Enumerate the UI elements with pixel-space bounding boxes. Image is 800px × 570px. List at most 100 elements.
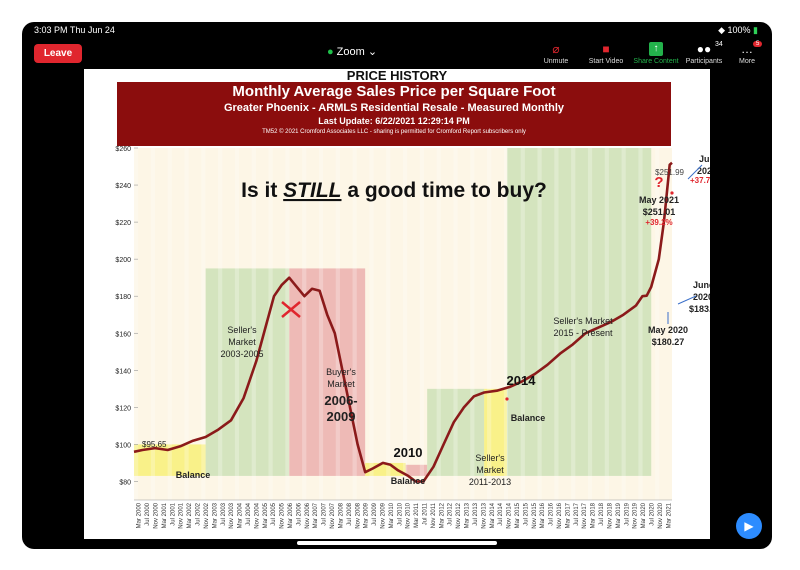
- x-tick-label: Mar 2020: [641, 502, 647, 528]
- may-2021-label: May 2021 $251.01 +39.2%: [639, 195, 679, 227]
- leave-button[interactable]: Leave: [34, 44, 82, 63]
- june-2020-label: June 2020 $183.06: [689, 280, 710, 314]
- svg-text:2021: 2021: [697, 166, 710, 176]
- x-tick-label: Mar 2016: [540, 502, 546, 528]
- x-tick-label: Jul 2019: [624, 502, 630, 525]
- x-tick-label: Jul 2001: [170, 502, 176, 525]
- x-tick-label: Nov 2000: [154, 502, 160, 528]
- x-tick-label: Jul 2007: [322, 502, 328, 525]
- battery-percent: 100%: [727, 25, 751, 35]
- sellers-2015-label: Seller's Market 2015 - Present: [553, 316, 613, 338]
- x-tick-label: Nov 2008: [355, 502, 361, 528]
- month-stripe: [655, 148, 660, 500]
- month-stripe: [453, 148, 458, 500]
- month-stripe: [503, 148, 509, 500]
- highlight-dot: [505, 397, 509, 401]
- meeting-toolbar: Leave ● Zoom ⌄ ⌀ Unmute ■ Start Video ↑ …: [22, 38, 772, 86]
- month-stripe: [537, 148, 542, 500]
- price-chart: $80$100$120$140$160$180$200$220$240$260 …: [115, 146, 710, 529]
- svg-text:Seller's Market: Seller's Market: [553, 316, 613, 326]
- status-time: 3:03 PM Thu Jun 24: [34, 25, 115, 35]
- more-label: More: [739, 58, 755, 65]
- participants-button[interactable]: ●● 34 Participants: [676, 41, 732, 65]
- status-battery: ◆ 100% ▮: [718, 25, 758, 36]
- svg-text:2020: 2020: [693, 292, 710, 302]
- month-stripe: [335, 148, 340, 500]
- start-video-button[interactable]: ■ Start Video: [578, 42, 634, 65]
- x-tick-label: Mar 2011: [414, 502, 420, 528]
- x-tick-label: Jul 2013: [473, 502, 479, 525]
- x-tick-label: Nov 2016: [557, 502, 563, 528]
- x-tick-label: Mar 2004: [238, 502, 244, 528]
- highlight-dot: [670, 191, 674, 195]
- x-tick-label: Jul 2002: [196, 502, 202, 525]
- participants-label: Participants: [685, 58, 723, 65]
- participants-count: 34: [715, 41, 723, 48]
- camera-icon[interactable]: ▶: [736, 513, 762, 539]
- svg-text:May 2020: May 2020: [648, 325, 688, 335]
- x-tick-label: Mar 2012: [439, 502, 445, 528]
- ellipsis-icon: …: [741, 42, 753, 56]
- y-tick-label: $120: [115, 405, 131, 412]
- status-bar: 3:03 PM Thu Jun 24 ◆ 100% ▮: [22, 22, 772, 38]
- month-stripe: [520, 148, 525, 500]
- x-tick-label: Nov 2002: [204, 502, 210, 528]
- y-tick-label: $100: [115, 442, 131, 449]
- svg-text:June: June: [699, 154, 710, 164]
- month-stripe: [554, 148, 559, 500]
- meeting-title[interactable]: ● Zoom ⌄: [302, 45, 402, 58]
- pointer-arrow: [687, 164, 703, 180]
- x-tick-label: Nov 2012: [456, 502, 462, 528]
- x-tick-label: Jul 2016: [549, 502, 555, 525]
- month-stripe: [621, 148, 626, 500]
- month-stripe: [302, 148, 307, 500]
- x-tick-label: Jul 2011: [423, 502, 429, 525]
- x-tick-label: Nov 2009: [380, 502, 386, 528]
- x-tick-label: Mar 2010: [389, 502, 395, 528]
- buyers-market-label: Buyer's Market 2006- 2009: [324, 367, 357, 424]
- shared-slide: PRICE HISTORY Monthly Average Sales Pric…: [84, 69, 710, 539]
- y-tick-label: $80: [119, 479, 131, 486]
- more-button[interactable]: … 5 More: [719, 41, 772, 65]
- x-tick-label: Mar 2009: [364, 502, 370, 528]
- may-2020-label: May 2020 $180.27: [648, 325, 688, 347]
- share-arrow-icon: ↑: [649, 42, 663, 56]
- x-tick-label: Mar 2001: [162, 502, 168, 528]
- x-tick-label: Jul 2006: [296, 502, 302, 525]
- x-tick-label: Mar 2019: [616, 502, 622, 528]
- month-stripe: [587, 148, 593, 500]
- y-tick-label: $180: [115, 294, 131, 301]
- x-tick-label: Mar 2021: [666, 502, 672, 528]
- video-off-icon: ■: [602, 42, 610, 56]
- month-stripe: [369, 148, 374, 500]
- chart-banner: Monthly Average Sales Price per Square F…: [117, 82, 671, 146]
- share-content-button[interactable]: ↑ Share Content: [628, 42, 684, 65]
- svg-text:Market: Market: [228, 337, 256, 347]
- unmute-button[interactable]: ⌀ Unmute: [528, 42, 584, 65]
- month-stripe: [487, 148, 492, 500]
- more-badge: 5: [753, 41, 763, 47]
- muted-microphone-icon: ⌀: [552, 42, 560, 56]
- y-tick-label: $200: [115, 257, 131, 264]
- month-stripe: [419, 148, 425, 500]
- series-line: [133, 161, 673, 483]
- sellers-2011-label: Seller's Market 2011-2013: [469, 453, 511, 487]
- share-content-label: Share Content: [633, 58, 679, 65]
- month-stripe: [571, 148, 576, 500]
- shield-icon: ●: [326, 46, 334, 58]
- participants-icon: ●●: [696, 42, 712, 56]
- svg-text:2015 - Present: 2015 - Present: [553, 328, 613, 338]
- june-2021-label: June 2021 +37.7%: [690, 154, 710, 185]
- y-tick-label: $220: [115, 220, 131, 227]
- unmute-label: Unmute: [543, 58, 569, 65]
- svg-text:$180.27: $180.27: [652, 337, 685, 347]
- x-tick-label: Nov 2020: [658, 502, 664, 528]
- month-stripe: [318, 148, 324, 500]
- market-region: [405, 464, 428, 476]
- home-indicator[interactable]: [297, 541, 497, 545]
- zoom-window: 3:03 PM Thu Jun 24 ◆ 100% ▮ Leave ● Zoom…: [22, 22, 772, 549]
- x-tick-label: Jul 2014: [498, 502, 504, 525]
- start-video-label: Start Video: [588, 58, 624, 65]
- month-stripe: [436, 148, 441, 500]
- x-tick-label: Jul 2003: [221, 502, 227, 525]
